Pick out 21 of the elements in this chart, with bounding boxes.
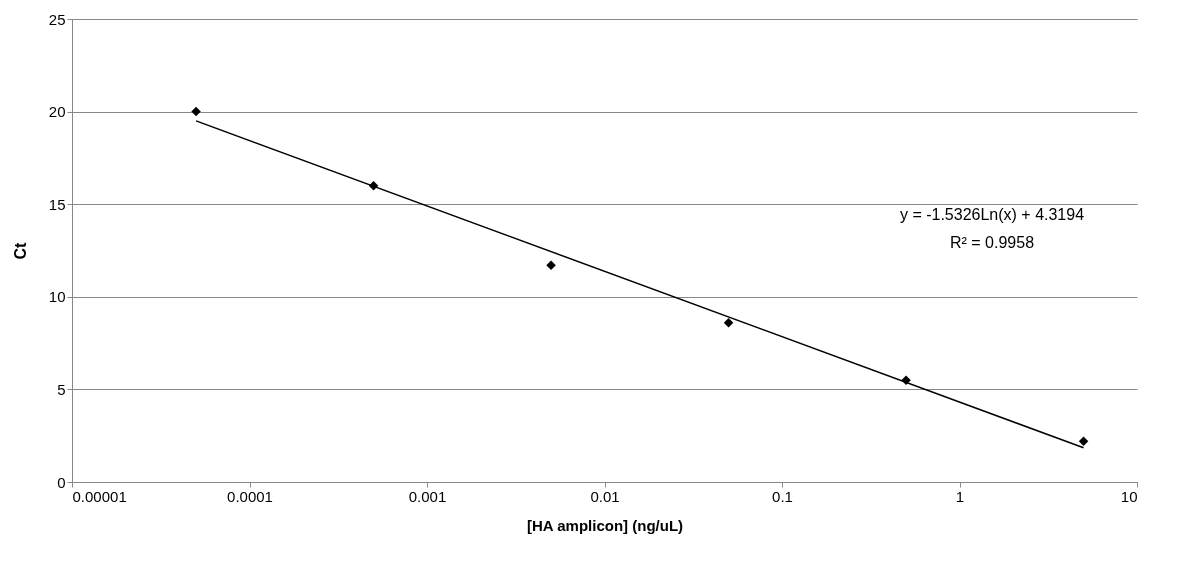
y-tick-label: 15 — [48, 195, 66, 213]
x-tick-label: 0.0001 — [227, 487, 273, 505]
annotation: y = -1.5326Ln(x) + 4.3194 — [899, 206, 1085, 224]
x-axis-title: [HA amplicon] (ng/uL) — [526, 516, 684, 534]
y-axis-title: Ct — [11, 241, 29, 260]
point — [723, 317, 734, 328]
x-tick-label: 0.01 — [590, 487, 620, 505]
y-tick-label: 10 — [48, 288, 66, 306]
y-tick-label: 0 — [57, 473, 66, 491]
x-tick-label: 0.1 — [772, 487, 793, 505]
x-tick-label: 10 — [1120, 487, 1138, 505]
x-tick-label: 0.001 — [408, 487, 447, 505]
annotation: R² = 0.9958 — [949, 234, 1035, 252]
x-tick-label: 0.00001 — [72, 487, 127, 505]
point — [546, 260, 556, 271]
y-tick-label: 20 — [48, 103, 66, 121]
point — [1078, 436, 1089, 446]
point — [191, 106, 201, 117]
y-tick-label: 25 — [48, 10, 66, 28]
y-tick-label: 5 — [57, 380, 66, 398]
x-tick-label: 1 — [955, 487, 965, 505]
